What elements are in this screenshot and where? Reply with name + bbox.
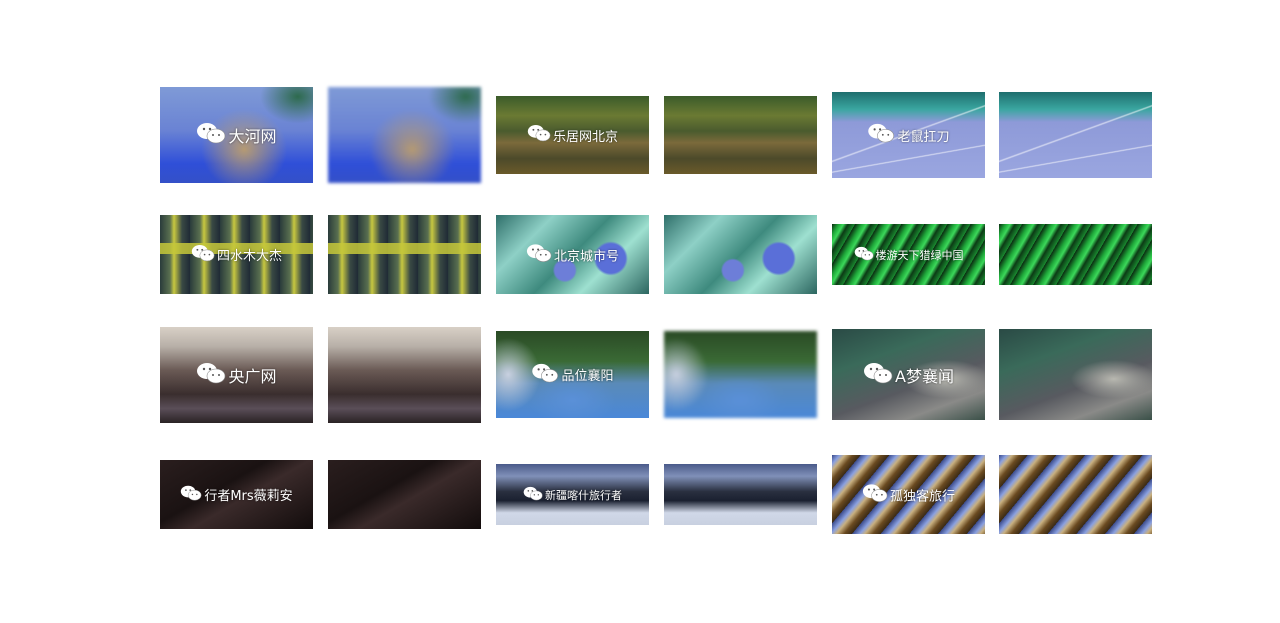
- watermarked-image-6: 楼游天下猎绿中国: [832, 224, 985, 285]
- clean-image-6: [999, 224, 1152, 285]
- watermark-text: 行者Mrs薇莉安: [204, 489, 293, 504]
- watermarked-image-11: 新疆喀什旅行者: [496, 464, 649, 525]
- wechat-icon: [527, 124, 553, 146]
- watermarked-image-3: 老鼠扛刀: [832, 92, 985, 178]
- watermarked-image-2: 乐居网北京: [496, 96, 649, 174]
- wechat-icon: [526, 243, 554, 266]
- watermarked-image-5: 北京城市号: [496, 215, 649, 294]
- watermarked-image-10: 行者Mrs薇莉安: [160, 460, 313, 529]
- watermark-text: 北京城市号: [553, 249, 619, 264]
- clean-image-9: [999, 329, 1152, 420]
- wechat-icon: [531, 363, 561, 387]
- watermarked-image-8: 品位襄阳: [496, 331, 649, 418]
- clean-image-3: [999, 92, 1152, 178]
- watermarked-image-9: A梦襄闻: [832, 329, 985, 420]
- watermark-text: A梦襄闻: [895, 366, 954, 386]
- wechat-icon: [196, 362, 228, 388]
- watermark-text: 乐居网北京: [552, 129, 618, 145]
- wechat-icon: [863, 362, 895, 388]
- watermark-text: 新疆喀什旅行者: [545, 488, 622, 502]
- watermarked-image-12: 孤独客旅行: [832, 455, 985, 534]
- clean-image-5: [664, 215, 817, 294]
- wechat-icon: [523, 486, 545, 504]
- watermark-text: 孤独客旅行: [889, 489, 955, 504]
- clean-image-11: [664, 464, 817, 525]
- wechat-icon: [854, 246, 876, 264]
- wechat-icon: [196, 122, 228, 148]
- clean-image-8: [664, 331, 817, 418]
- watermark-text: 央广网: [228, 367, 277, 386]
- watermarked-image-7: 央广网: [160, 327, 313, 423]
- watermarked-image-4: 四水木大杰: [160, 215, 313, 294]
- clean-image-4: [328, 215, 481, 294]
- watermark-text: 楼游天下猎绿中国: [875, 248, 964, 262]
- clean-image-2: [664, 96, 817, 174]
- clean-image-1: [328, 87, 481, 183]
- watermarked-image-1: 大河网: [160, 87, 313, 183]
- watermark-text: 大河网: [228, 127, 277, 146]
- clean-image-10: [328, 460, 481, 529]
- clean-image-7: [328, 327, 481, 423]
- clean-image-12: [999, 455, 1152, 534]
- wechat-icon: [180, 485, 204, 505]
- wechat-icon: [862, 483, 890, 506]
- watermark-text: 品位襄阳: [561, 369, 614, 384]
